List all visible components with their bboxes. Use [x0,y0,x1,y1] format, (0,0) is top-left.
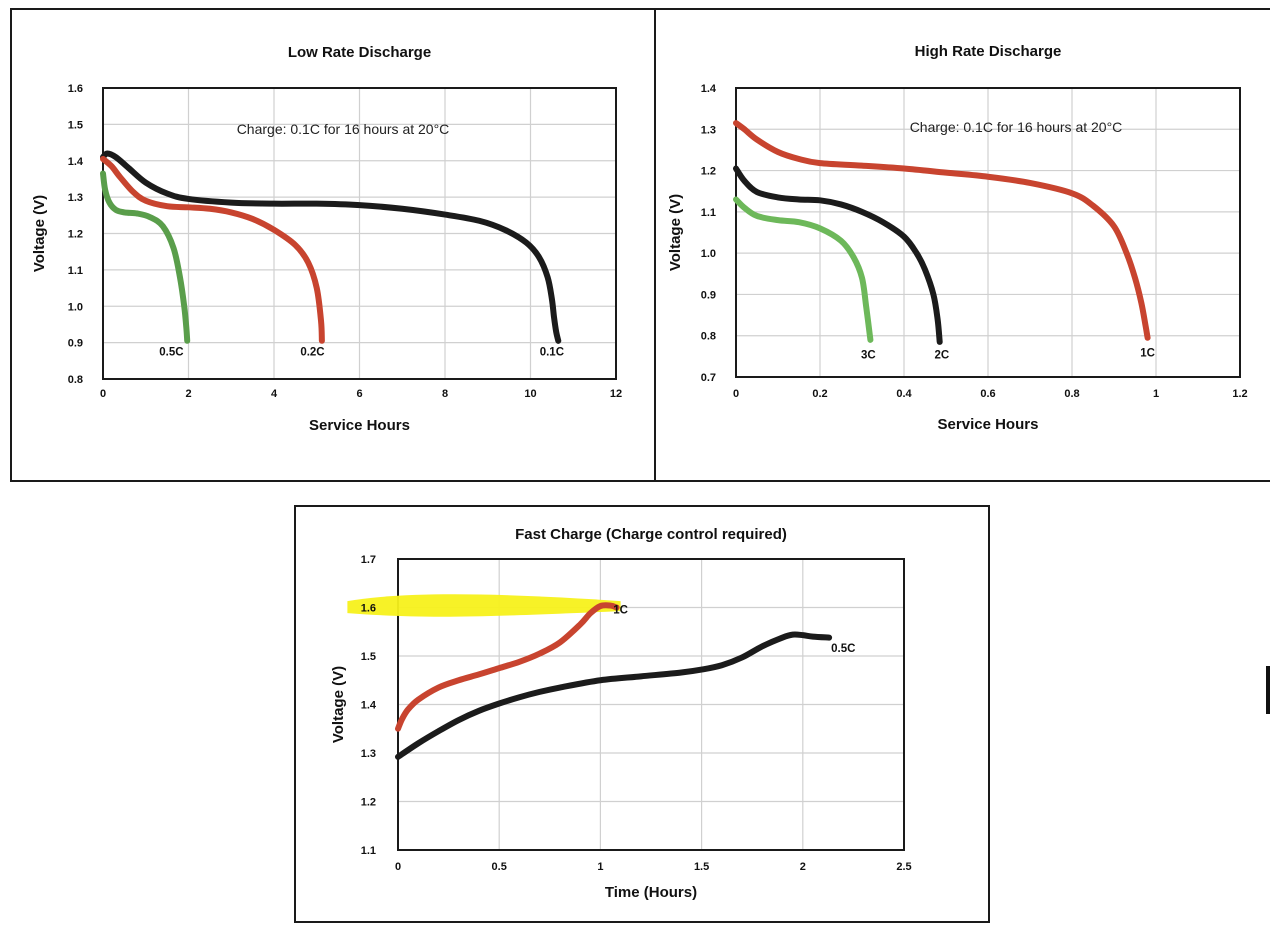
plot-frame [735,87,1241,378]
x-tick-label: 1 [597,861,603,873]
x-tick-label: 0.5 [492,861,507,873]
y-axis-title: Voltage (V) [31,195,48,272]
series-label-0-5c: 0.5C [831,643,855,655]
plot-frame [397,558,905,851]
y-tick-label: 1.2 [361,797,376,809]
series-label-1c: 1C [1140,347,1155,359]
y-tick-label: 1.4 [361,700,377,712]
x-tick-label: 1.5 [694,861,709,873]
series-label-3c: 3C [861,349,876,361]
series-line-0-2c [100,155,325,344]
x-tick-label: 0.6 [980,388,995,400]
y-tick-label: 1.7 [361,554,376,566]
x-axis-title: Service Hours [938,416,1039,433]
x-tick-label: 0.2 [812,388,827,400]
fast-charge-chart: 0 0.5 1 1.5 2 2.5 1.1 1.2 1.3 1.4 1.5 1.6 1.7 Fast Ch… [330,526,912,901]
y-tick-label: 1.5 [68,119,83,131]
charge-annotation: Charge: 0.1C for 16 hours at 20°C [237,121,450,137]
y-tick-label: 1.1 [701,207,716,219]
plot-frame [102,87,617,380]
x-tick-label: 0 [733,388,739,400]
y-axis-title: Voltage (V) [667,194,684,271]
x-tick-label: 4 [271,388,278,400]
series-label-0-2c: 0.2C [300,346,324,358]
series-label-0-1c: 0.1C [540,346,564,358]
x-tick-label: 2 [800,861,806,873]
charge-annotation: Charge: 0.1C for 16 hours at 20°C [910,119,1123,135]
y-tick-label: 1.1 [361,845,376,857]
x-tick-label: 8 [442,388,448,400]
y-tick-label: 0.9 [68,338,83,350]
x-tick-label: 1.2 [1232,388,1247,400]
x-tick-label: 10 [524,388,536,400]
series-line-2c [733,165,943,345]
series-line-0-1c [100,150,562,344]
x-tick-label: 6 [356,388,362,400]
x-tick-label: 0 [100,388,106,400]
y-tick-label: 0.8 [68,374,83,386]
y-tick-label: 0.8 [701,331,716,343]
y-tick-label: 1.0 [701,248,716,260]
x-axis-title: Service Hours [309,417,410,434]
series-line-0-5c [100,170,191,344]
y-tick-label: 1.2 [701,166,716,178]
y-axis-title: Voltage (V) [330,666,347,743]
chart-title: Low Rate Discharge [288,44,431,61]
y-tick-label: 1.3 [68,192,83,204]
y-tick-label: 1.4 [701,83,717,95]
edge-marker [1266,666,1270,714]
x-tick-label: 1 [1153,388,1159,400]
series-line-3c [733,196,874,343]
y-tick-label: 1.0 [68,301,83,313]
y-tick-label: 0.9 [701,289,716,301]
x-tick-label: 12 [610,388,622,400]
x-tick-label: 0.4 [896,388,912,400]
series-label-1c: 1C [613,604,628,616]
series-line-1c [395,602,620,732]
x-axis-title: Time (Hours) [605,884,697,901]
y-tick-label: 1.6 [361,603,376,615]
x-tick-label: 2.5 [896,861,911,873]
y-tick-label: 1.2 [68,229,83,241]
x-tick-label: 0 [395,861,401,873]
series-label-2c: 2C [934,349,949,361]
series-line-1c [733,120,1151,341]
y-tick-label: 1.4 [68,156,84,168]
y-tick-label: 1.5 [361,651,376,663]
high-rate-discharge-chart: 0 0.2 0.4 0.6 0.8 1 1.2 0.7 0.8 0.9 1.0 1.1 1.2 1.3 1.… [667,43,1248,433]
y-tick-label: 0.7 [701,372,716,384]
chart-title: Fast Charge (Charge control required) [515,526,787,543]
y-tick-label: 1.6 [68,83,83,95]
series-line-0-5c [395,631,833,760]
low-rate-discharge-chart: 0 2 4 6 8 10 12 0.8 0.9 1.0 1.1 1.2 1.3 1.4 1.5 1.6 Low … [31,44,622,434]
y-tick-label: 1.3 [701,124,716,136]
series-label-0-5c: 0.5C [159,346,183,358]
chart-title: High Rate Discharge [915,43,1062,60]
x-tick-label: 2 [185,388,191,400]
x-tick-label: 0.8 [1064,388,1079,400]
y-tick-label: 1.3 [361,748,376,760]
y-tick-label: 1.1 [68,265,83,277]
yellow-highlight-mark [347,594,621,617]
